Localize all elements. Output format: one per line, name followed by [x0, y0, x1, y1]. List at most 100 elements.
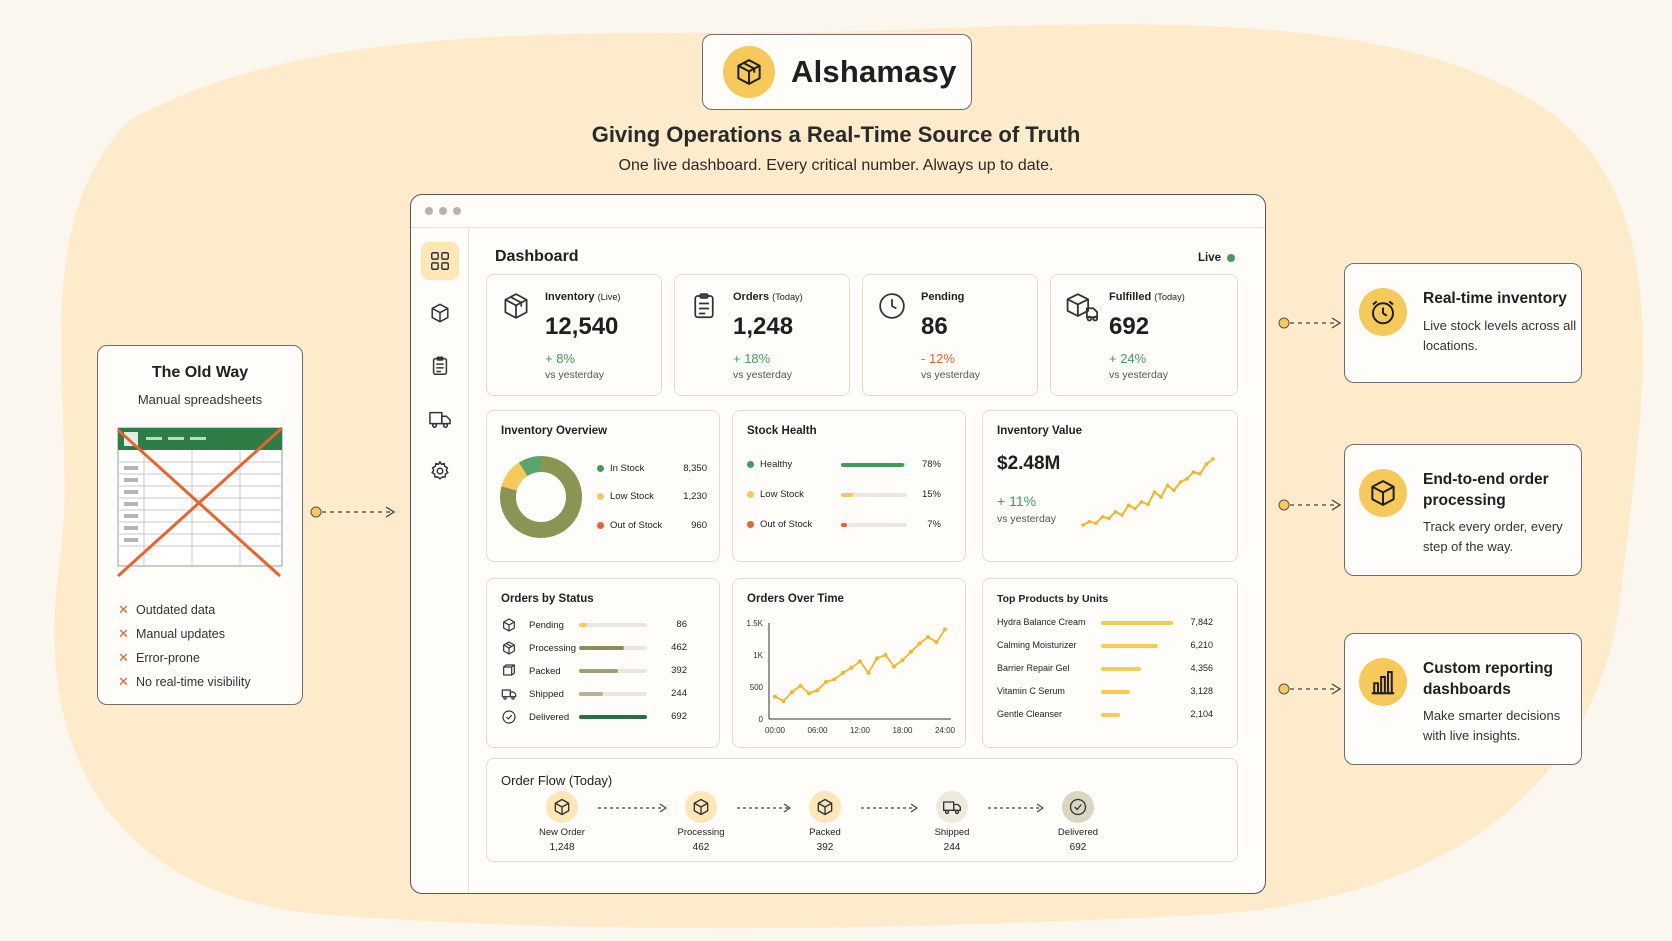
x-tick-label: 18:00 [892, 726, 913, 735]
status-bar-fill [579, 692, 603, 696]
stock-health-bar-fill [841, 463, 904, 467]
x-tick-label: 00:00 [765, 726, 786, 735]
grid-icon[interactable] [421, 242, 459, 280]
box-icon [809, 791, 841, 823]
orders-point [790, 690, 794, 695]
gear-icon[interactable] [421, 452, 459, 490]
stock-health-bar [841, 523, 907, 527]
box-icon [723, 46, 775, 98]
status-bar-fill [579, 646, 624, 650]
feature-card-order-processing[interactable]: End-to-end order processing Track every … [1344, 444, 1582, 576]
product-name: Vitamin C Serum [997, 686, 1065, 696]
kpi-value: 1,248 [733, 313, 794, 340]
sparkline-point [1107, 516, 1111, 521]
check-circle-icon [501, 709, 517, 730]
status-bar [579, 646, 647, 650]
top-products-card[interactable]: Top Products by Units Hydra Balance Crea… [982, 578, 1238, 748]
x-tick-label: 12:00 [850, 726, 871, 735]
sparkline-point [1178, 480, 1183, 484]
x-icon: ✕ [118, 626, 129, 641]
y-tick-label: 1.5K [747, 619, 764, 628]
product-count: 4,356 [1190, 663, 1213, 673]
flow-step-processing: Processing 462 [661, 791, 741, 853]
clipboard-icon[interactable] [421, 347, 459, 385]
kpi-value: 12,540 [545, 313, 619, 340]
orders-point [866, 670, 871, 675]
y-tick-label: 0 [759, 715, 764, 724]
old-way-list: ✕ Outdated data ✕ Manual updates ✕ Error-pr… [118, 598, 251, 694]
flow-step-delivered: Delivered 692 [1038, 791, 1118, 853]
subline: One live dashboard. Every critical numbe… [618, 157, 1054, 174]
stock-health-bar-fill [841, 523, 847, 527]
kpi-card-fulfilled[interactable]: Fulfilled (Today) 692 + 24% vs yesterday [1050, 274, 1238, 396]
x-icon: ✕ [118, 650, 129, 665]
inventory-overview-card[interactable]: Inventory Overview In Stock 8,350 Low St… [486, 410, 720, 562]
status-bar [579, 692, 647, 696]
old-way-card: The Old Way Manual spreadsheets ✕ Outdate… [97, 345, 303, 705]
kpi-delta: + 8% [545, 351, 575, 366]
stock-health-card[interactable]: Stock Health Healthy 78% Low Stock 15% Out o… [732, 410, 966, 562]
kpi-delta: - 12% [921, 351, 955, 366]
inventory-value-card[interactable]: Inventory Value $2.48M + 11% vs yesterda… [982, 410, 1238, 562]
orders-point [841, 670, 845, 675]
old-way-title: The Old Way [151, 364, 249, 381]
feature-card-realtime-inventory[interactable]: Real-time inventory Live stock levels ac… [1344, 263, 1582, 383]
kpi-sub: vs yesterday [921, 369, 980, 381]
orders-point [815, 688, 820, 693]
sparkline-point [1139, 500, 1144, 504]
status-row-processing: Processing [501, 638, 697, 658]
check-circle-icon [1062, 791, 1094, 823]
product-bar-fill [1101, 690, 1130, 694]
kpi-delta: + 18% [733, 351, 771, 366]
box-icon [501, 617, 517, 638]
list-item: ✕ Manual updates [118, 626, 225, 641]
sparkline-point [1159, 495, 1163, 499]
product-name: Hydra Balance Cream [997, 617, 1086, 627]
sparkline-point [1172, 488, 1176, 493]
product-bar [1101, 690, 1173, 694]
list-item: ✕ Error-prone [118, 650, 200, 665]
orders-point [773, 694, 777, 699]
live-indicator: Live [1198, 252, 1235, 264]
sparkline-point [1146, 502, 1150, 507]
status-count: 244 [671, 688, 687, 699]
orders-point [807, 691, 811, 696]
kpi-card-inventory[interactable]: Inventory (Live) 12,540 + 8% vs yesterda… [486, 274, 662, 396]
sparkline-point [1087, 519, 1092, 524]
kpi-card-pending[interactable]: Pending 86 - 12% vs yesterday [862, 274, 1038, 396]
x-icon: ✕ [118, 602, 129, 617]
orders-point [900, 658, 905, 663]
truck-icon[interactable] [421, 400, 459, 438]
orders-point [875, 656, 879, 661]
product-name: Calming Moisturizer [997, 640, 1077, 650]
status-bar-fill [579, 715, 647, 719]
x-icon: ✕ [118, 674, 129, 689]
kpi-value: 692 [1109, 313, 1150, 340]
stock-health-pct: 78% [921, 459, 941, 470]
donut-slice-low-stock [501, 462, 528, 491]
inventory-value: $2.48M [997, 453, 1061, 474]
sparkline-point [1094, 521, 1098, 526]
list-item: ✕ No real-time visibility [118, 674, 251, 689]
product-count: 6,210 [1190, 640, 1213, 650]
y-tick-label: 1K [753, 651, 763, 660]
stock-health-bar [841, 493, 907, 497]
window-controls[interactable] [425, 207, 461, 215]
kpi-sub: vs yesterday [733, 369, 792, 381]
orders-point [798, 683, 803, 688]
sparkline-point [1211, 457, 1215, 461]
stock-health-bar-fill [841, 493, 853, 497]
orders-by-status-card[interactable]: Orders by Status Pending 86 Processing 462 P… [486, 578, 720, 748]
arrow-connector-right-1 [1278, 317, 1342, 329]
stock-health-pct: 15% [921, 489, 941, 500]
arrow-connector-left [310, 506, 396, 518]
orders-point [824, 679, 828, 684]
orders-over-time-card[interactable]: Orders Over Time 1.5K 1K 500 0 00:00 06:00 12:… [732, 578, 966, 748]
x-tick-label: 24:00 [935, 726, 956, 735]
order-flow-card[interactable]: Order Flow (Today) New Order 1,248 Process… [486, 758, 1238, 862]
status-bar-fill [579, 669, 618, 673]
kpi-card-orders[interactable]: Orders (Today) 1,248 + 18% vs yesterday [674, 274, 850, 396]
box-icon[interactable] [421, 294, 459, 332]
feature-card-reporting[interactable]: Custom reporting dashboards Make smarter… [1344, 633, 1582, 765]
sparkline-point [1126, 503, 1131, 507]
